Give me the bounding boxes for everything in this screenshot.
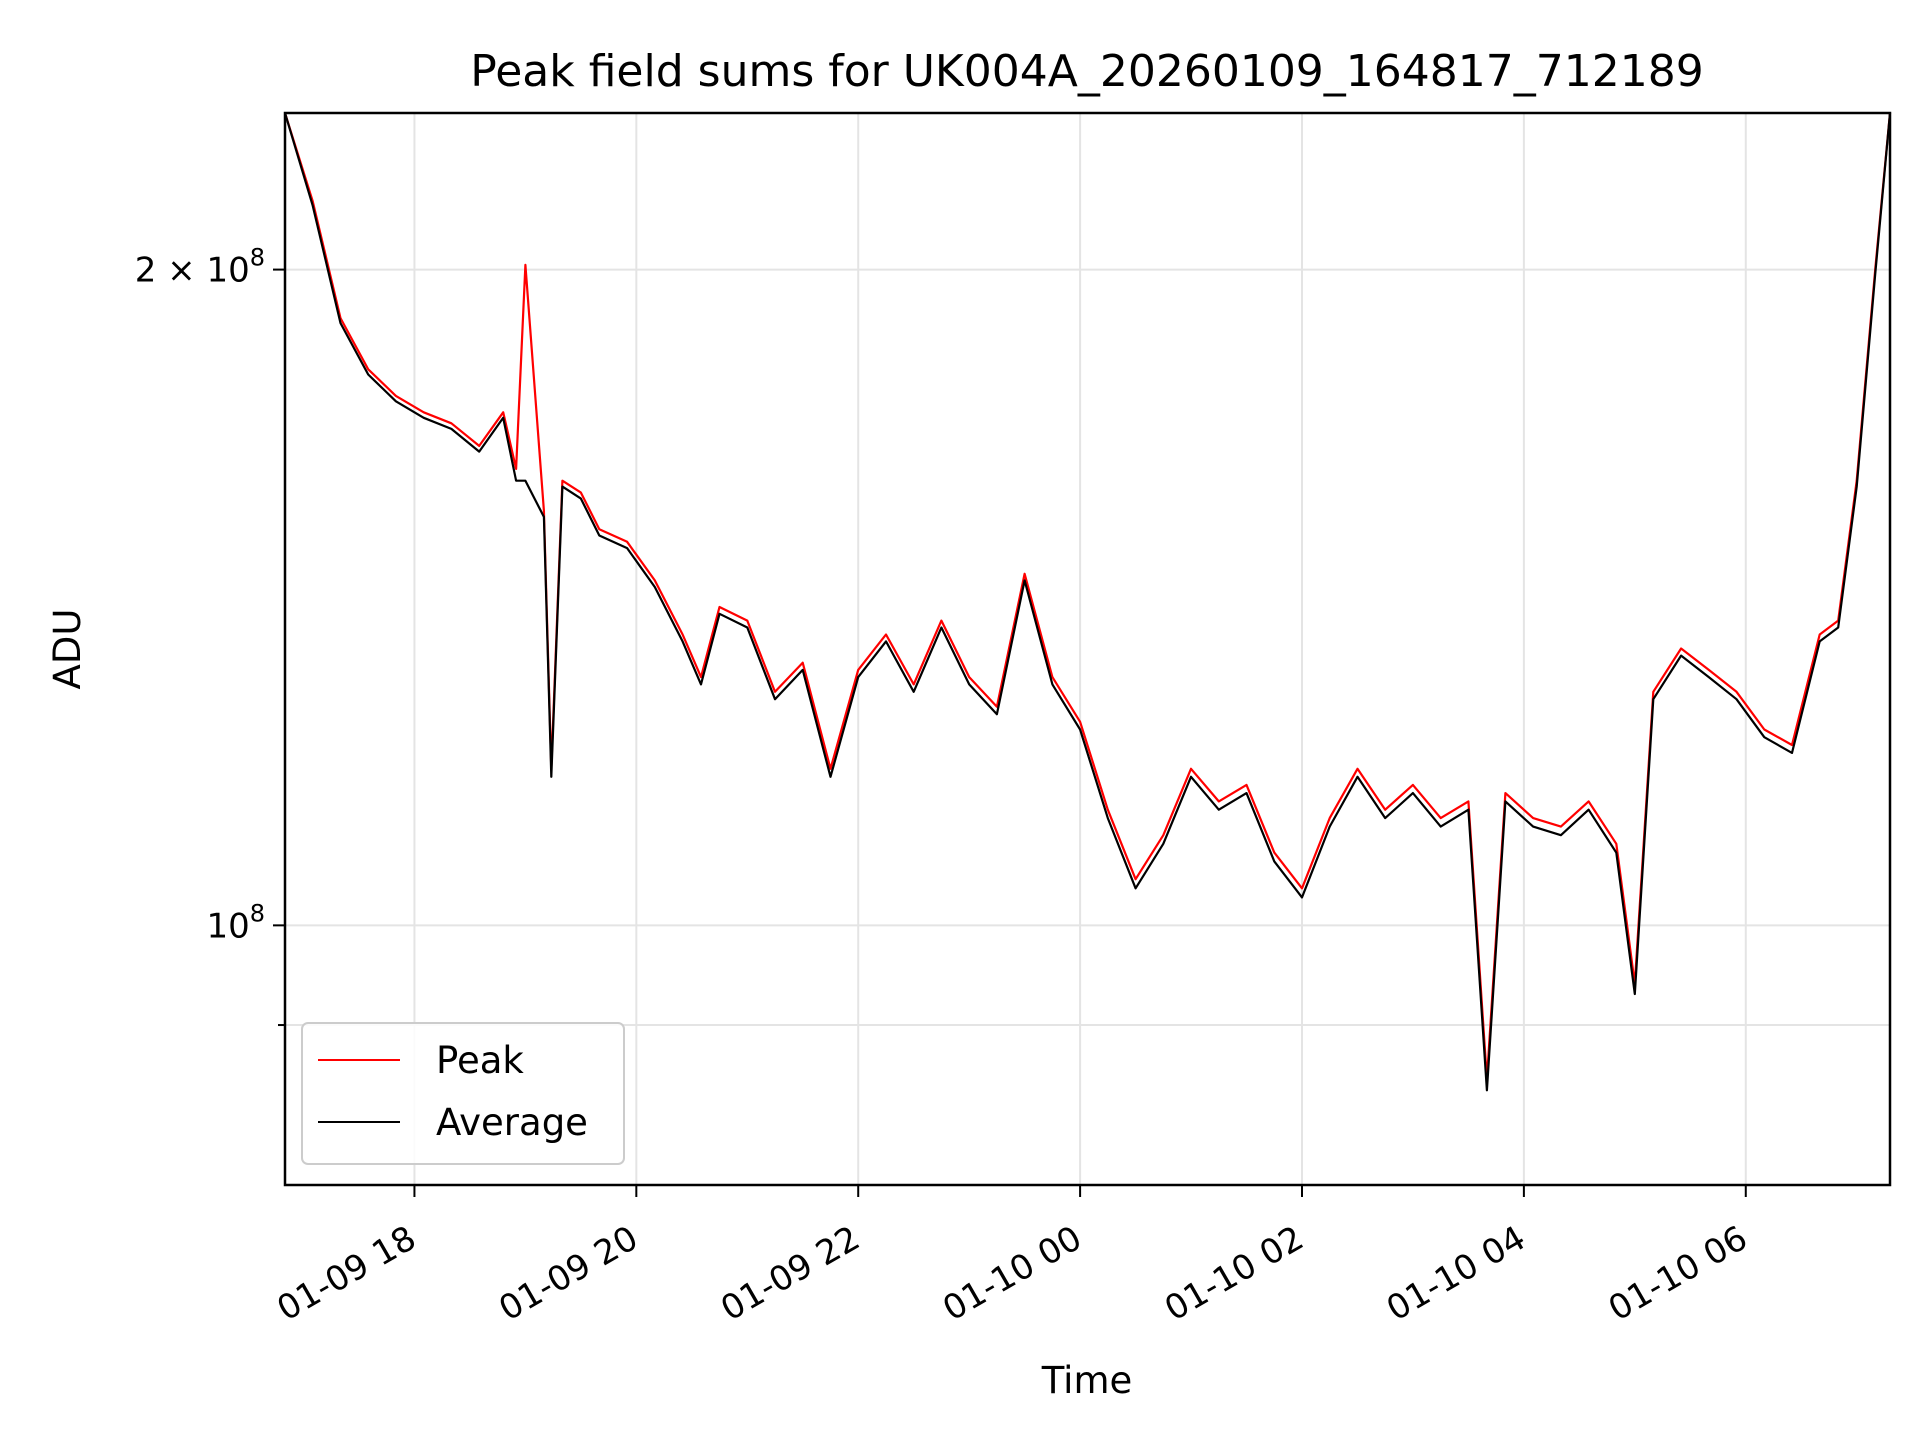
y-tick-label-base: 10 [206,906,249,946]
x-tick-label: 01-09 18 [271,1218,423,1329]
y-tick-label-base: 2 × 10 [135,251,250,291]
y-tick-label-exponent: 8 [250,899,265,927]
series-line-average [283,112,1892,1092]
legend-label-peak: Peak [436,1039,524,1082]
x-axis-label: Time [1041,1359,1133,1402]
x-tick-label: 01-10 02 [1158,1218,1310,1329]
x-tick-label: 01-10 04 [1380,1218,1532,1329]
series-line-peak [283,112,1892,1081]
y-axis-label: ADU [46,609,89,690]
grid [285,113,1890,1185]
x-tick-label: 01-10 06 [1602,1218,1754,1329]
chart-title: Peak field sums for UK004A_20260109_1648… [470,46,1703,97]
legend: Peak Average [301,1022,625,1165]
y-tick-label: 108 [206,899,265,946]
plot-frame [283,111,1892,1187]
legend-box [301,1022,625,1165]
y-tick-label: 2 × 108 [135,244,265,291]
x-axis-ticks: 01-09 18 01-09 20 01-09 22 01-10 00 01-10 02… [271,1185,1754,1329]
plot-lines [283,112,1892,1092]
legend-label-average: Average [436,1101,588,1144]
x-tick-label: 01-09 22 [714,1218,866,1329]
x-tick-label: 01-09 20 [492,1218,644,1329]
x-tick-label: 01-10 00 [936,1218,1088,1329]
y-tick-label-exponent: 8 [250,244,265,272]
